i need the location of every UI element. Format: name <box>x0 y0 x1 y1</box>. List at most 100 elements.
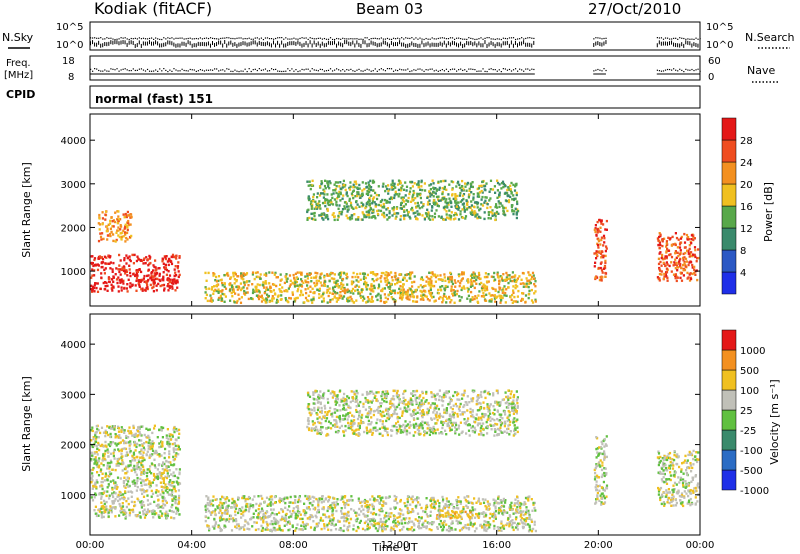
nsky-bar <box>157 41 159 46</box>
heat-cell <box>240 277 243 280</box>
heat-cell <box>350 280 353 283</box>
heat-cell <box>682 263 685 267</box>
heat-cell <box>220 529 223 532</box>
heat-cell <box>459 213 462 216</box>
heat-cell <box>153 513 156 516</box>
heat-cell <box>137 466 140 469</box>
heat-cell <box>174 265 177 268</box>
nsearch-point <box>102 38 104 40</box>
heat-cell <box>464 182 467 185</box>
heat-cell <box>121 266 124 269</box>
nsearch-point <box>128 38 130 41</box>
heat-cell <box>91 445 95 449</box>
heat-cell <box>162 477 166 480</box>
nave-point <box>181 68 183 70</box>
heat-cell <box>318 287 321 290</box>
heat-cell <box>309 187 312 191</box>
heat-cell <box>262 286 266 289</box>
heat-cell <box>442 179 445 183</box>
heat-cell <box>423 216 426 220</box>
heat-cell <box>507 194 510 197</box>
heat-cell <box>688 247 691 251</box>
heat-cell <box>147 503 150 506</box>
nave-point <box>334 69 336 71</box>
heat-cell <box>136 269 139 272</box>
heat-cell <box>310 200 313 203</box>
heat-cell <box>340 213 343 216</box>
heat-cell <box>156 468 159 471</box>
nsky-bar <box>392 42 394 47</box>
heat-cell <box>135 289 138 292</box>
heat-cell <box>690 277 693 281</box>
heat-cell <box>493 297 496 300</box>
heat-cell <box>365 205 368 208</box>
heat-cell <box>120 235 123 239</box>
heat-cell <box>255 521 258 524</box>
heat-cell <box>177 483 180 486</box>
heat-cell <box>459 521 462 525</box>
heat-cell <box>420 179 423 182</box>
heat-cell <box>597 266 600 270</box>
heat-cell <box>327 498 331 502</box>
heat-cell <box>90 469 93 472</box>
heat-cell <box>138 284 141 287</box>
heat-cell <box>131 434 134 437</box>
nave-point <box>317 70 319 72</box>
heat-cell <box>204 291 207 294</box>
nsearch-point <box>106 37 108 39</box>
heat-cell <box>306 274 309 277</box>
heat-cell <box>170 262 174 266</box>
heat-cell <box>340 287 343 290</box>
nsky-bar <box>305 41 307 46</box>
heat-cell <box>102 491 105 495</box>
heat-cell <box>119 462 122 466</box>
heat-cell <box>493 185 496 188</box>
nave-point <box>311 68 313 70</box>
heat-cell <box>310 280 313 283</box>
nsearch-point <box>140 38 143 40</box>
heat-cell <box>428 299 431 302</box>
heat-cell <box>159 505 162 509</box>
heat-cell <box>679 265 682 268</box>
nsearch-point <box>517 38 519 40</box>
heat-cell <box>444 279 447 282</box>
heat-cell <box>358 513 361 516</box>
heat-cell <box>177 498 180 501</box>
heat-cell <box>307 281 310 284</box>
heat-cell <box>106 227 109 231</box>
heat-cell <box>276 298 279 302</box>
heat-cell <box>362 212 365 216</box>
heat-cell <box>217 298 220 301</box>
heat-cell <box>321 495 324 498</box>
heat-cell <box>437 204 440 208</box>
heat-cell <box>177 500 181 504</box>
heat-cell <box>123 216 126 219</box>
nsearch-point <box>299 37 301 40</box>
heat-cell <box>108 461 111 465</box>
heat-cell <box>486 288 489 292</box>
heat-cell <box>102 511 105 514</box>
heat-cell <box>124 272 127 275</box>
nsearch-point <box>228 37 230 39</box>
heat-cell <box>391 207 394 210</box>
heat-cell <box>93 483 96 486</box>
heat-cell <box>334 181 337 184</box>
heat-cell <box>347 296 350 299</box>
heat-cell <box>231 284 234 287</box>
heat-cell <box>355 182 358 186</box>
nsearch-point <box>297 38 299 40</box>
nsky-bar <box>523 40 525 45</box>
nsearch-point <box>240 37 242 39</box>
heat-cell <box>125 254 128 257</box>
heat-cell <box>520 278 523 281</box>
nsearch-point <box>234 38 236 40</box>
heat-cell <box>172 282 175 285</box>
heat-cell <box>233 301 236 304</box>
heat-cell <box>414 215 417 218</box>
heat-cell <box>429 286 432 290</box>
heat-cell <box>274 293 277 296</box>
colorbar-tick-label: 8 <box>740 246 746 257</box>
heat-cell <box>385 300 388 304</box>
heat-cell <box>255 294 258 297</box>
heat-cell <box>329 518 332 521</box>
